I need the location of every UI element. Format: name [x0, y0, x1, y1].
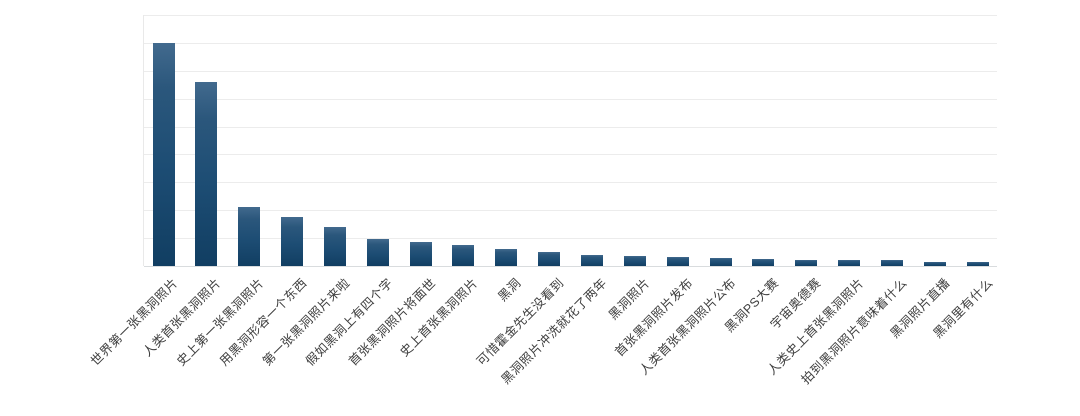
- bar: [409, 242, 432, 266]
- x-axis-line: [144, 266, 997, 267]
- x-axis-label: 黑洞: [495, 275, 525, 305]
- bar: [452, 245, 475, 266]
- bar: [666, 257, 689, 266]
- bar: [195, 82, 218, 266]
- bar: [323, 227, 346, 266]
- bar: [581, 255, 603, 266]
- bar: [366, 239, 389, 266]
- bar: [281, 217, 304, 266]
- gridline: [144, 210, 997, 212]
- bar: [838, 260, 861, 266]
- gridline: [144, 98, 997, 100]
- bar: [152, 43, 175, 266]
- bar: [966, 262, 989, 266]
- gridline: [144, 154, 997, 156]
- bar: [795, 260, 818, 266]
- bar: [880, 260, 903, 266]
- bar: [752, 259, 775, 266]
- bar: [238, 207, 261, 266]
- bar: [623, 256, 646, 266]
- bar: [709, 258, 732, 266]
- plot-area: [143, 15, 997, 267]
- bar: [923, 262, 946, 266]
- gridline: [144, 182, 997, 184]
- bar: [538, 252, 561, 266]
- gridline: [144, 70, 997, 72]
- gridline: [144, 126, 997, 128]
- gridline: [144, 42, 997, 44]
- bar: [495, 249, 518, 266]
- gridline: [144, 238, 997, 240]
- gridline: [144, 15, 997, 16]
